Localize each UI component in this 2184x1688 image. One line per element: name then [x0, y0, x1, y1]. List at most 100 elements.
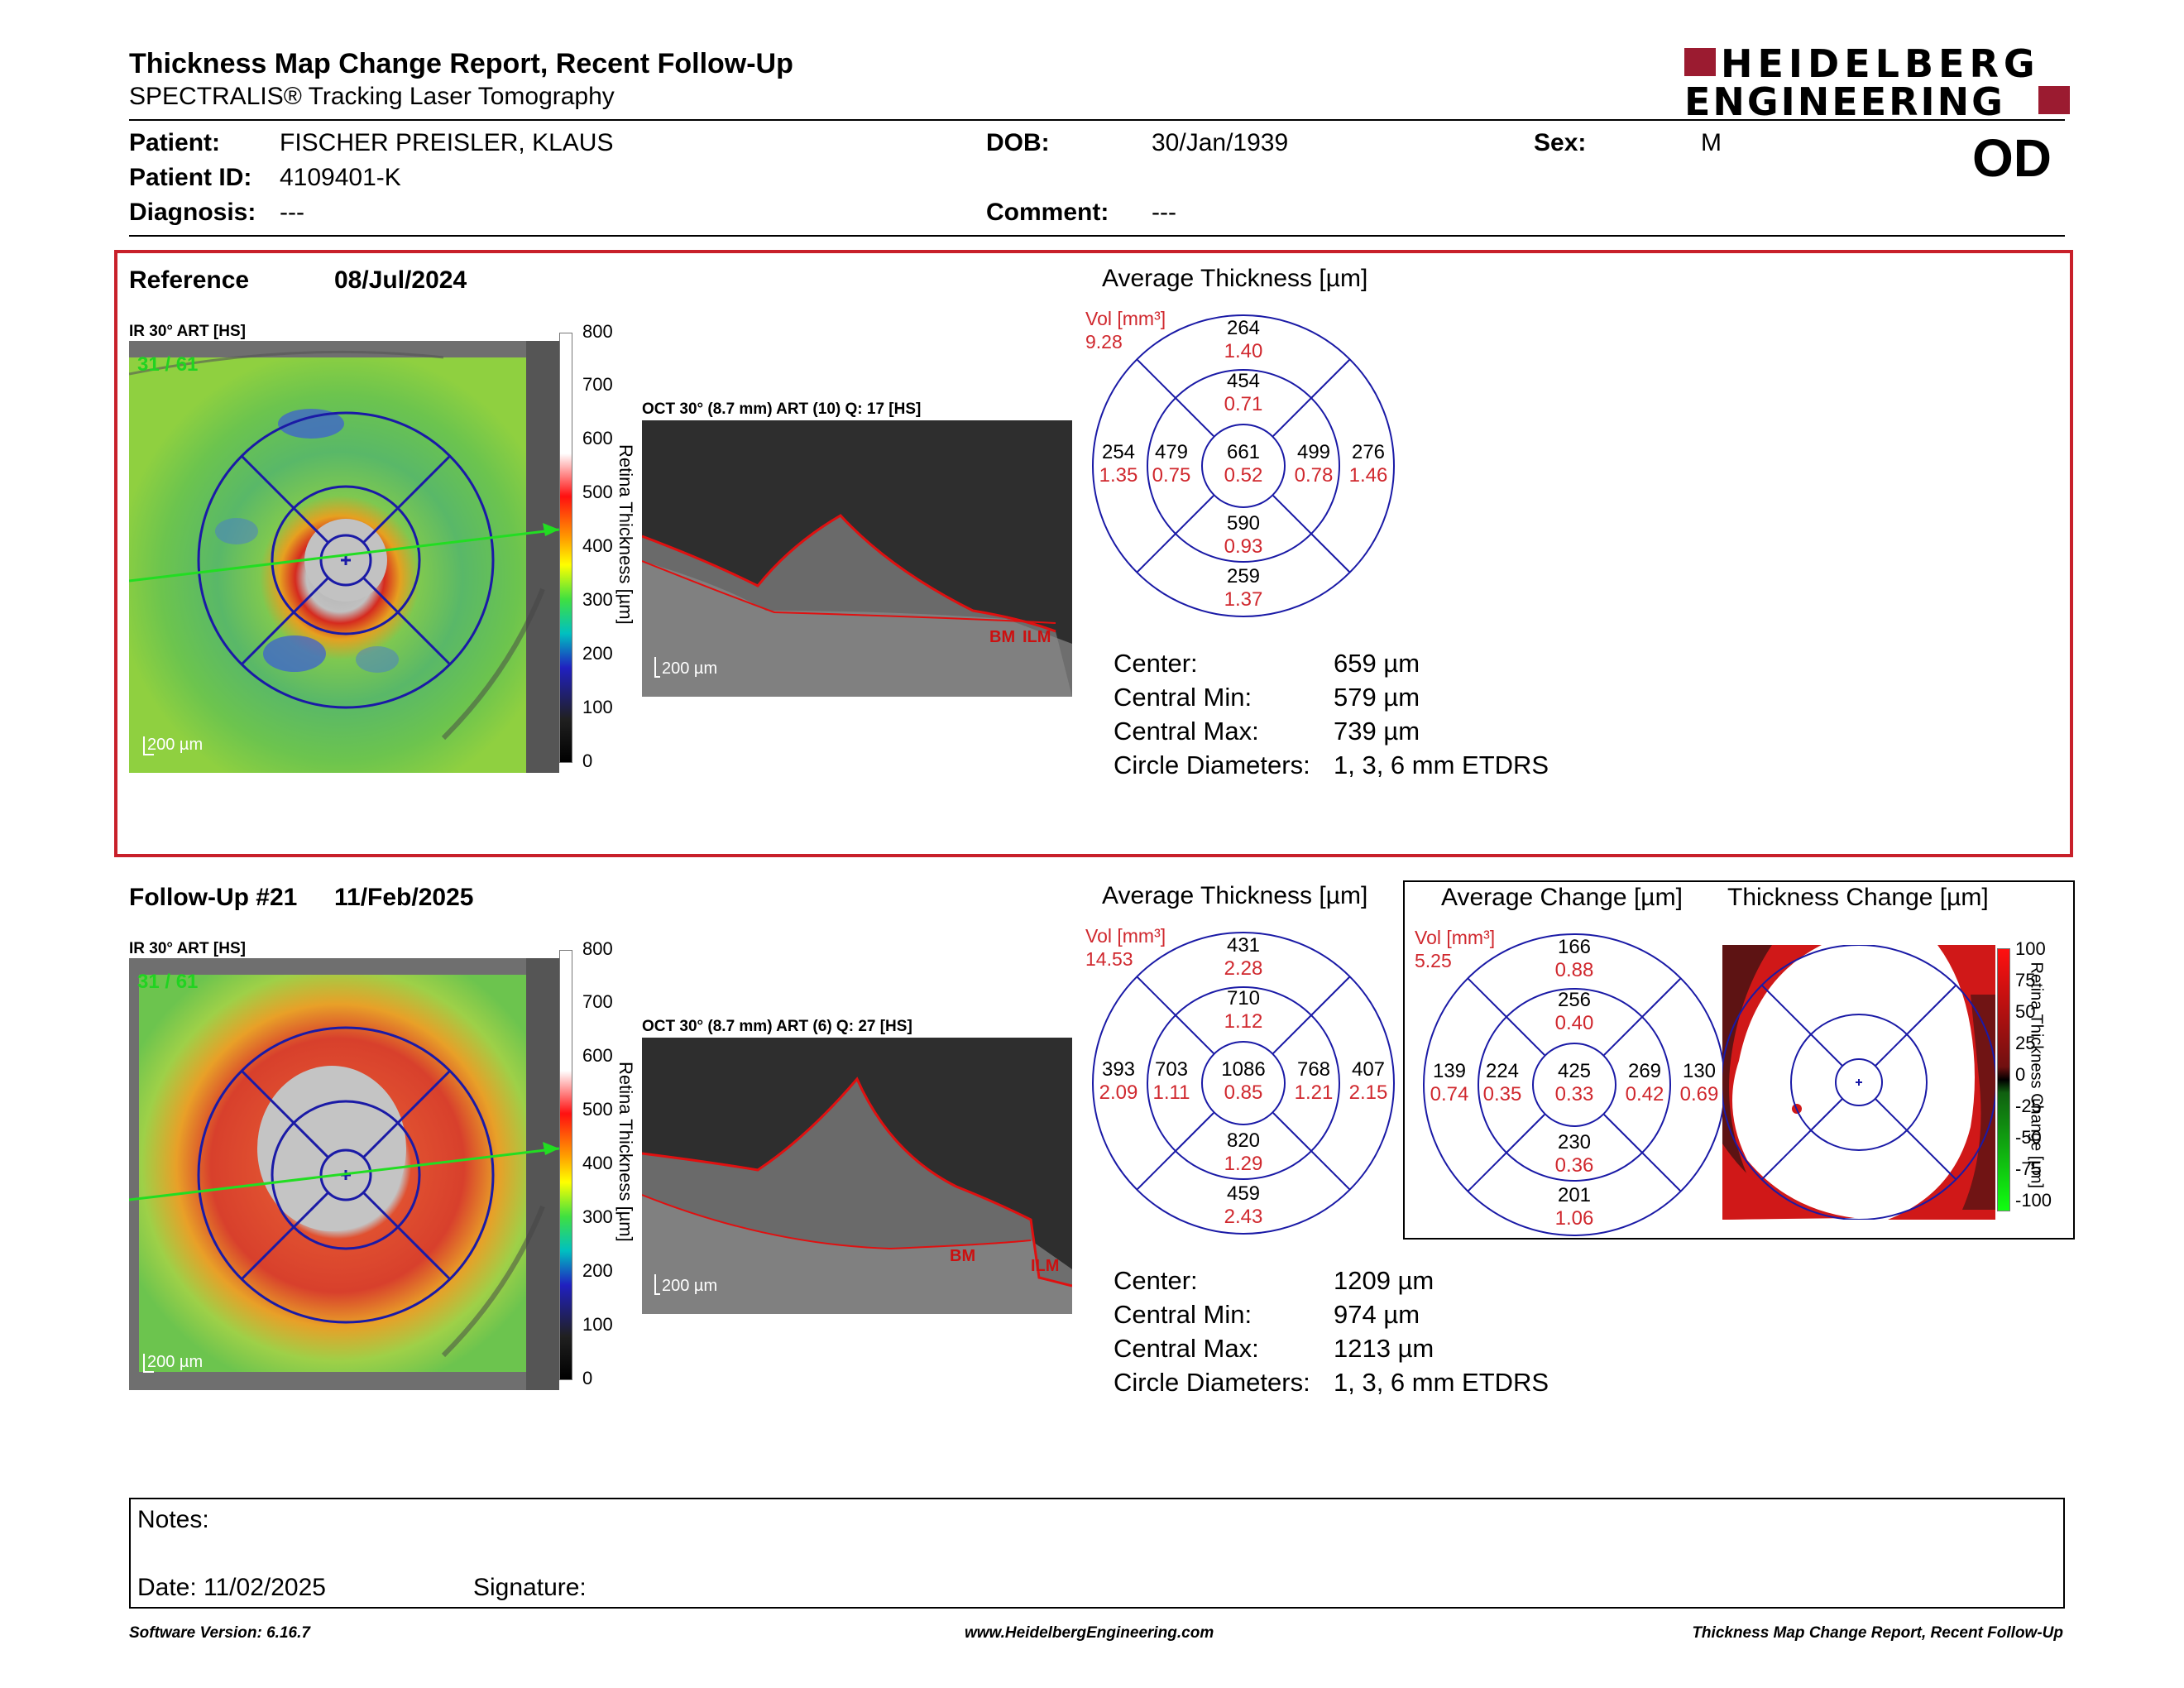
ref-ir-caption: IR 30° ART [HS]	[129, 323, 246, 340]
fu-ir-caption: IR 30° ART [HS]	[129, 940, 246, 957]
ref-tick-700: 700	[582, 374, 613, 395]
ref-oct-image: BM ILM 200 µm	[642, 420, 1072, 697]
change-colorbar-ticks: 100 75 50 25 0 -25 -50 -75 -100	[2014, 938, 2063, 1220]
stat-label: Central Min:	[1114, 683, 1252, 712]
ref-inner-bottom-thk: 590	[1227, 512, 1260, 535]
ref-tick-600: 600	[582, 428, 613, 448]
stat-value: 974 µm	[1334, 1300, 1420, 1329]
chg-center-thk: 425	[1558, 1060, 1591, 1082]
report-subtitle: SPECTRALIS® Tracking Laser Tomography	[129, 83, 615, 110]
patient-divider	[129, 235, 2065, 237]
chg-inner-bottom-vol: 0.36	[1555, 1154, 1594, 1177]
stat-label: Circle Diameters:	[1114, 750, 1310, 779]
fu-outer-left-vol: 2.09	[1099, 1081, 1138, 1104]
stat-value: 1, 3, 6 mm ETDRS	[1334, 1368, 1549, 1397]
patient-name: FISCHER PREISLER, KLAUS	[280, 129, 614, 156]
chg-tick-75: 75	[2015, 970, 2036, 990]
stat-value: 579 µm	[1334, 683, 1420, 712]
fu-avg-title: Average Thickness [µm]	[1102, 882, 1368, 909]
header-divider	[129, 119, 2065, 121]
notes-signature: Signature:	[473, 1574, 587, 1601]
logo-square-left	[1684, 48, 1716, 76]
footer-url[interactable]: www.HeidelbergEngineering.com	[965, 1624, 1214, 1642]
chg-inner-bottom-thk: 230	[1558, 1131, 1591, 1153]
ref-outer-top-thk: 264	[1227, 317, 1260, 339]
fu-colorbar-title: Retina Thickness [µm]	[615, 1062, 636, 1242]
diagnosis-value: ---	[280, 199, 304, 226]
fu-outer-right-thk: 407	[1352, 1058, 1385, 1081]
fu-scan-line	[129, 1147, 559, 1201]
ref-outer-left-vol: 1.35	[1099, 464, 1138, 487]
fu-outer-left-thk: 393	[1102, 1058, 1135, 1081]
chg-inner-left-vol: 0.35	[1483, 1083, 1522, 1105]
stat-label: Center:	[1114, 1266, 1198, 1295]
chg-tick-0: 0	[2015, 1064, 2026, 1085]
stat-value: 1209 µm	[1334, 1266, 1434, 1295]
ref-tick-400: 400	[582, 535, 613, 556]
ref-stats: Center: 659 µm Central Min: 579 µm Central…	[1114, 649, 1693, 789]
reference-date: 08/Jul/2024	[334, 266, 467, 294]
fu-frame-counter: 31 / 61	[137, 971, 198, 993]
ref-center-vol: 0.52	[1224, 464, 1263, 487]
logo-line-2: ENGINEERING	[1684, 79, 2005, 124]
chg-tick-m25: -25	[2015, 1096, 2042, 1116]
chg-center-vol: 0.33	[1555, 1083, 1594, 1105]
fu-center-thk: 1086	[1221, 1058, 1265, 1081]
ref-tick-800: 800	[582, 321, 613, 342]
ref-inner-left-vol: 0.75	[1152, 464, 1191, 487]
ref-inner-right-vol: 0.78	[1295, 464, 1334, 487]
ref-oct-svg: BM ILM 200 µm	[642, 514, 1072, 697]
ref-etdrs-grid	[197, 411, 495, 709]
chg-tick-100: 100	[2015, 938, 2046, 959]
ref-etdrs-chart: 264 1.40 454 0.71 254 1.35 479 0.75 661 …	[1090, 313, 1396, 619]
ref-center-thk: 661	[1227, 441, 1260, 463]
patient-id: 4109401-K	[280, 164, 401, 191]
stat-value: 1213 µm	[1334, 1334, 1434, 1363]
followup-label: Follow-Up #21	[129, 884, 298, 911]
fu-fundus-svg: 31 / 61 200 µm	[129, 958, 559, 1390]
ref-oct-bm-label: BM	[989, 628, 1015, 646]
chg-outer-bottom-vol: 1.06	[1555, 1207, 1594, 1230]
fu-outer-bottom-vol: 2.43	[1224, 1206, 1263, 1228]
dob-value: 30/Jan/1939	[1152, 129, 1289, 156]
notes-box[interactable]: Notes: Date: 11/02/2025 Signature:	[129, 1498, 2065, 1609]
chg-inner-top-thk: 256	[1558, 989, 1591, 1011]
ref-inner-top-thk: 454	[1227, 370, 1260, 392]
reference-frame	[114, 250, 2073, 857]
footer-software-version: Software Version: 6.16.7	[129, 1624, 310, 1642]
fu-oct-ilm-label: ILM	[1031, 1257, 1059, 1275]
ref-inner-bottom-vol: 0.93	[1224, 535, 1263, 558]
heidelberg-logo: HEIDELBERG ENGINEERING	[1684, 41, 2070, 124]
ref-frame-counter: 31 / 61	[137, 353, 198, 376]
ref-fundus-image: 31 / 61 200 µm	[129, 341, 559, 773]
fu-inner-left-thk: 703	[1155, 1058, 1188, 1081]
ref-tick-100: 100	[582, 697, 613, 717]
change-avg-title: Average Change [µm]	[1441, 884, 1683, 911]
fu-tick-600: 600	[582, 1045, 613, 1066]
followup-date: 11/Feb/2025	[334, 884, 474, 911]
ref-outer-top-vol: 1.40	[1224, 340, 1263, 362]
fu-oct-image: BM ILM 200 µm	[642, 1038, 1072, 1314]
sex-value: M	[1701, 129, 1722, 156]
chg-outer-right-thk: 130	[1683, 1060, 1716, 1082]
fu-inner-bottom-thk: 820	[1227, 1129, 1260, 1152]
fu-colorbar	[559, 950, 572, 1380]
ref-colorbar	[559, 333, 572, 763]
change-vol-value: 5.25	[1415, 950, 1452, 971]
ref-inner-top-vol: 0.71	[1224, 393, 1263, 415]
chg-inner-right-thk: 269	[1628, 1060, 1661, 1082]
fu-inner-top-vol: 1.12	[1224, 1010, 1263, 1033]
stat-label: Central Min:	[1114, 1300, 1252, 1329]
ref-oct-caption: OCT 30° (8.7 mm) ART (10) Q: 17 [HS]	[642, 400, 922, 418]
chg-outer-right-vol: 0.69	[1680, 1083, 1719, 1105]
logo-line-1: HEIDELBERG	[1721, 41, 2040, 86]
fu-tick-300: 300	[582, 1206, 613, 1227]
fu-tick-100: 100	[582, 1314, 613, 1335]
fu-oct-caption: OCT 30° (8.7 mm) ART (6) Q: 27 [HS]	[642, 1018, 912, 1035]
chg-inner-left-thk: 224	[1486, 1060, 1519, 1082]
patient-id-label: Patient ID:	[129, 164, 252, 191]
fu-inner-top-thk: 710	[1227, 987, 1260, 1009]
change-map-title: Thickness Change [µm]	[1727, 884, 1989, 911]
ref-scan-line	[129, 528, 559, 583]
stat-value: 659 µm	[1334, 649, 1420, 678]
